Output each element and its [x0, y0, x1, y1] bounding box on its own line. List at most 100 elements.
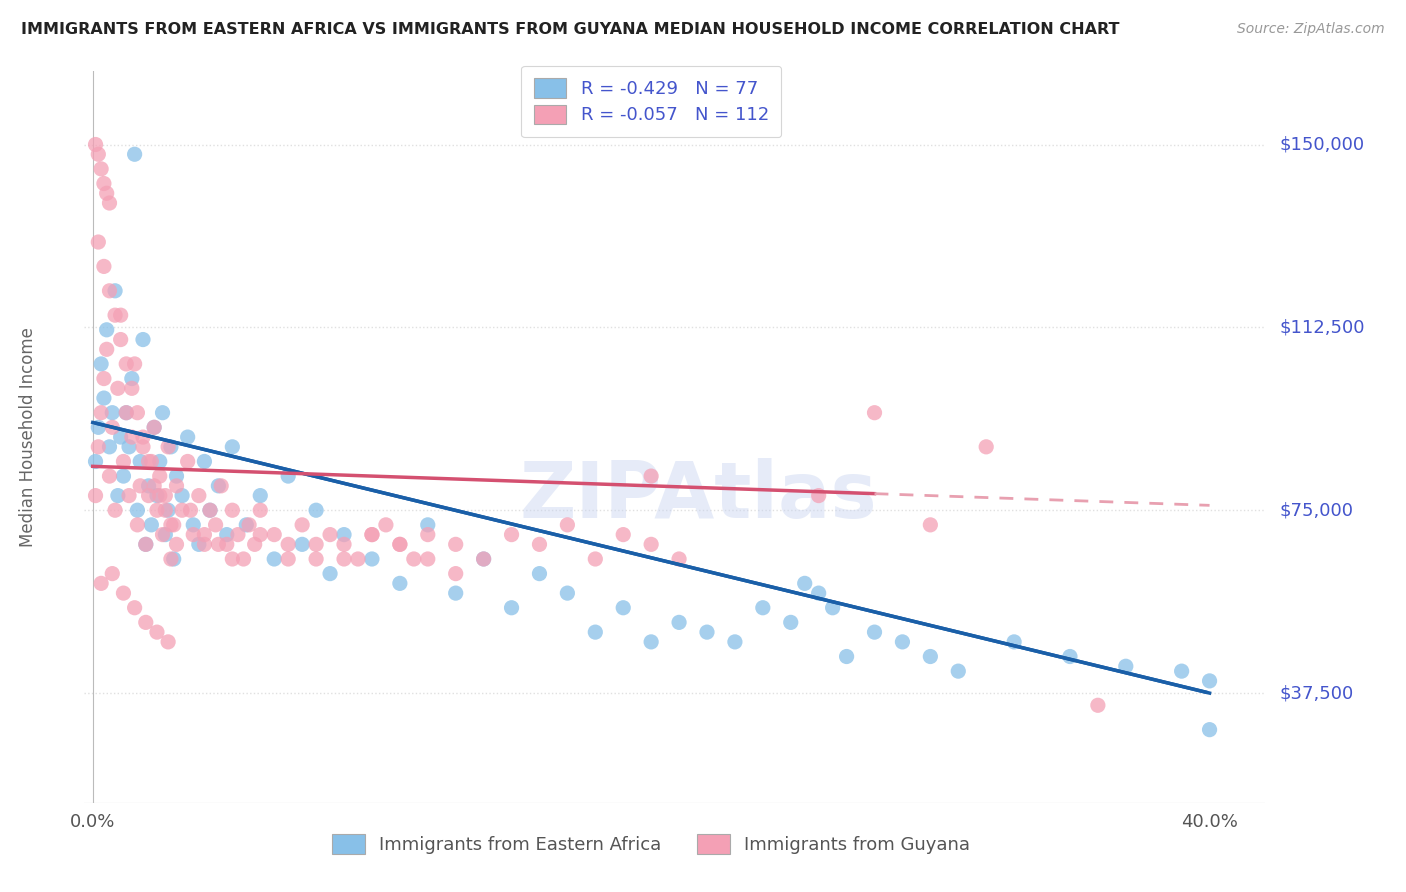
Point	[160, 517, 183, 532]
Point	[166, 537, 188, 551]
Point	[129, 479, 152, 493]
Point	[87, 420, 110, 434]
Point	[583, 552, 606, 566]
Point	[124, 147, 146, 161]
Point	[172, 503, 194, 517]
Point	[96, 343, 118, 357]
Legend: Immigrants from Eastern Africa, Immigrants from Guyana: Immigrants from Eastern Africa, Immigran…	[319, 822, 983, 867]
Point	[243, 537, 266, 551]
Point	[98, 469, 121, 483]
Point	[863, 406, 886, 420]
Point	[821, 600, 844, 615]
Point	[835, 649, 858, 664]
Point	[155, 489, 177, 503]
Point	[215, 537, 238, 551]
Point	[138, 479, 160, 493]
Point	[948, 664, 970, 678]
Point	[124, 600, 146, 615]
Point	[444, 566, 467, 581]
Point	[121, 381, 143, 395]
Point	[779, 615, 801, 630]
Text: $37,500: $37,500	[1279, 684, 1354, 702]
Point	[90, 357, 112, 371]
Point	[361, 527, 384, 541]
Point	[640, 469, 662, 483]
Point	[146, 489, 169, 503]
Point	[793, 576, 815, 591]
Point	[319, 527, 342, 541]
Point	[149, 489, 172, 503]
Point	[155, 527, 177, 541]
Point	[529, 566, 551, 581]
Point	[141, 517, 163, 532]
Point	[155, 503, 177, 517]
Point	[444, 537, 467, 551]
Point	[416, 552, 439, 566]
Point	[529, 537, 551, 551]
Point	[204, 517, 226, 532]
Point	[221, 440, 243, 454]
Point	[221, 552, 243, 566]
Text: IMMIGRANTS FROM EASTERN AFRICA VS IMMIGRANTS FROM GUYANA MEDIAN HOUSEHOLD INCOME: IMMIGRANTS FROM EASTERN AFRICA VS IMMIGR…	[21, 22, 1119, 37]
Point	[1170, 664, 1192, 678]
Point	[416, 527, 439, 541]
Point	[124, 357, 146, 371]
Point	[198, 503, 221, 517]
Point	[132, 440, 155, 454]
Point	[101, 406, 124, 420]
Point	[863, 625, 886, 640]
Point	[187, 489, 209, 503]
Point	[157, 440, 180, 454]
Point	[84, 489, 107, 503]
Point	[96, 323, 118, 337]
Point	[305, 552, 328, 566]
Point	[374, 517, 396, 532]
Point	[98, 440, 121, 454]
Point	[640, 537, 662, 551]
Point	[1059, 649, 1081, 664]
Point	[333, 527, 356, 541]
Point	[138, 489, 160, 503]
Point	[135, 615, 157, 630]
Point	[176, 454, 198, 468]
Point	[291, 517, 314, 532]
Point	[361, 552, 384, 566]
Point	[444, 586, 467, 600]
Point	[583, 625, 606, 640]
Point	[238, 517, 260, 532]
Point	[891, 635, 914, 649]
Point	[388, 537, 411, 551]
Point	[179, 503, 201, 517]
Point	[207, 537, 229, 551]
Point	[96, 186, 118, 201]
Point	[277, 552, 299, 566]
Point	[104, 284, 127, 298]
Point	[141, 454, 163, 468]
Point	[305, 503, 328, 517]
Point	[149, 469, 172, 483]
Point	[110, 430, 132, 444]
Point	[146, 625, 169, 640]
Point	[347, 552, 370, 566]
Point	[207, 479, 229, 493]
Point	[198, 503, 221, 517]
Point	[129, 454, 152, 468]
Point	[249, 503, 271, 517]
Point	[1087, 698, 1109, 713]
Point	[724, 635, 747, 649]
Point	[112, 469, 135, 483]
Point	[87, 147, 110, 161]
Point	[277, 469, 299, 483]
Point	[472, 552, 495, 566]
Point	[160, 440, 183, 454]
Point	[1198, 723, 1220, 737]
Point	[90, 161, 112, 176]
Point	[98, 196, 121, 211]
Point	[557, 517, 579, 532]
Point	[668, 552, 690, 566]
Point	[118, 489, 141, 503]
Point	[807, 489, 830, 503]
Point	[1115, 659, 1137, 673]
Point	[319, 566, 342, 581]
Point	[107, 489, 129, 503]
